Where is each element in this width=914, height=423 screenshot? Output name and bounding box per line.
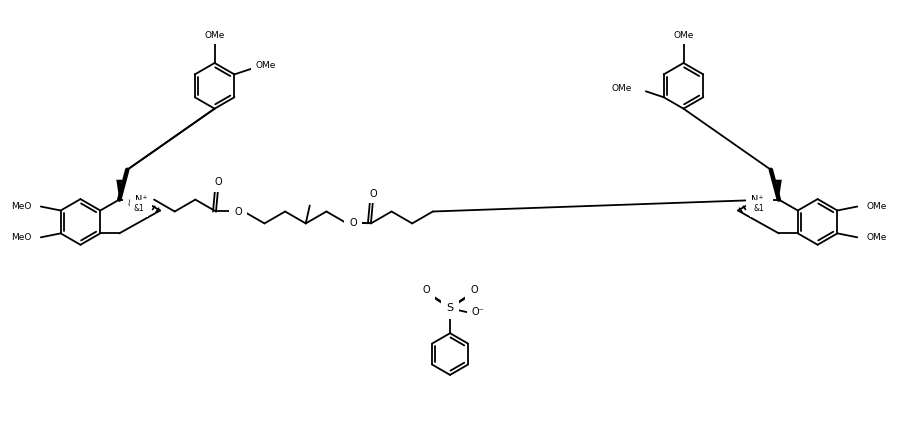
Text: O: O (470, 286, 478, 296)
Text: OMe: OMe (205, 30, 225, 40)
Text: S: S (446, 303, 453, 313)
Text: N⁺: N⁺ (135, 195, 147, 205)
Text: O: O (369, 189, 377, 199)
Text: &1: &1 (133, 204, 144, 213)
Text: &1: &1 (753, 204, 764, 213)
Text: &1: &1 (758, 199, 769, 208)
Text: OMe: OMe (866, 202, 887, 211)
Text: O: O (422, 286, 430, 296)
Text: OMe: OMe (611, 84, 632, 93)
Text: O: O (234, 206, 241, 217)
Text: OMe: OMe (256, 61, 276, 70)
Text: MeO: MeO (12, 202, 32, 211)
Text: O: O (23, 201, 31, 212)
Polygon shape (776, 180, 781, 200)
Text: O⁻: O⁻ (472, 308, 484, 317)
Text: O: O (349, 218, 356, 228)
Text: O: O (214, 177, 222, 187)
Text: OMe: OMe (674, 30, 694, 40)
Text: MeO: MeO (12, 233, 32, 242)
Text: OMe: OMe (866, 233, 887, 242)
Text: N⁺: N⁺ (750, 195, 763, 205)
Text: &1: &1 (127, 199, 138, 208)
Polygon shape (116, 180, 122, 200)
